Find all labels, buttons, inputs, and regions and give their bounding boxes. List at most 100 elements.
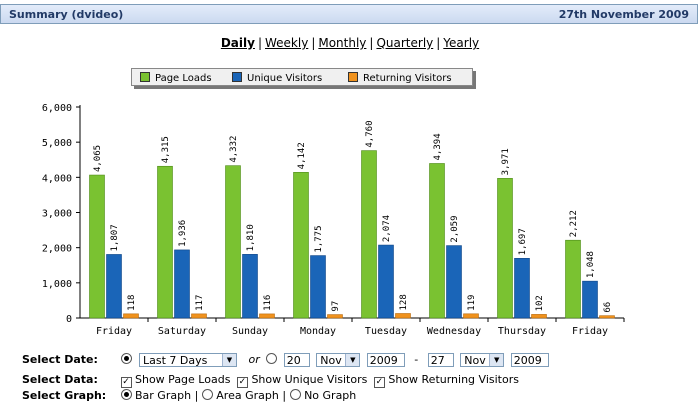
- range-radio[interactable]: [120, 353, 132, 364]
- data-label: 119: [467, 295, 477, 311]
- x-tick-label: Sunday: [232, 326, 268, 337]
- legend-item-returning-visitors: Returning Visitors: [348, 72, 452, 84]
- page-loads-checkbox[interactable]: ✓: [120, 377, 132, 388]
- data-label: 4,332: [229, 136, 239, 163]
- no-graph-radio[interactable]: [289, 389, 301, 400]
- bar: [157, 165, 173, 319]
- data-label: 4,760: [365, 121, 375, 148]
- period-link-daily[interactable]: Daily: [220, 36, 255, 50]
- select-graph-label: Select Graph:: [22, 389, 107, 402]
- chevron-down-icon: ▼: [345, 354, 360, 366]
- data-label: 66: [603, 302, 613, 313]
- y-tick-label: 3,000: [42, 209, 72, 220]
- period-link-monthly[interactable]: Monthly: [318, 36, 367, 50]
- x-tick-label: Monday: [300, 326, 336, 337]
- legend-swatch-unique-visitors: [232, 72, 242, 82]
- data-label: 4,394: [433, 133, 443, 160]
- unique-visitors-checkbox-label: Show Unique Visitors: [251, 373, 368, 386]
- data-label: 128: [399, 294, 409, 310]
- data-label: 4,142: [297, 142, 307, 169]
- or-text: or: [248, 353, 260, 366]
- range-select-value: Last 7 Days: [143, 354, 208, 367]
- data-label: 4,065: [93, 145, 103, 172]
- custom-range-radio[interactable]: [266, 353, 278, 364]
- select-graph-row: Select Graph: Bar Graph | Area Graph | N…: [22, 389, 356, 405]
- to-month-select[interactable]: Nov ▼: [460, 353, 505, 367]
- period-nav: Daily | Weekly | Monthly | Quarterly | Yearly: [0, 36, 700, 50]
- select-date-row: Select Date: Last 7 Days ▼ or 20 Nov ▼ 200…: [22, 353, 549, 369]
- from-month-select[interactable]: Nov ▼: [316, 353, 361, 367]
- data-label: 102: [535, 295, 545, 311]
- date-dash: -: [414, 353, 419, 366]
- bar: [191, 313, 207, 319]
- data-label: 117: [195, 295, 205, 311]
- legend-item-unique-visitors: Unique Visitors: [232, 72, 322, 84]
- x-tick-label: Friday: [572, 326, 608, 337]
- data-label: 97: [331, 301, 341, 312]
- period-link-quarterly[interactable]: Quarterly: [376, 36, 434, 50]
- chevron-down-icon: ▼: [489, 354, 504, 366]
- page-title: Summary (dvideo): [9, 8, 124, 21]
- legend-swatch-returning-visitors: [348, 72, 358, 82]
- select-date-label: Select Date:: [22, 353, 98, 366]
- data-label: 116: [263, 295, 273, 311]
- data-label: 2,074: [382, 215, 392, 242]
- legend-swatch-page-loads: [140, 72, 150, 82]
- y-tick-label: 6,000: [42, 103, 72, 114]
- period-separator: |: [369, 36, 374, 50]
- bar: [514, 258, 530, 319]
- bar: [174, 249, 190, 319]
- bar-graph-radio[interactable]: [120, 389, 132, 400]
- x-tick-label: Saturday: [158, 326, 206, 337]
- bar: [106, 254, 122, 319]
- y-tick-label: 0: [66, 314, 72, 325]
- no-graph-label: No Graph: [304, 389, 357, 402]
- returning-visitors-checkbox-label: Show Returning Visitors: [388, 373, 519, 386]
- bar: [310, 255, 326, 319]
- bar: [497, 178, 513, 319]
- data-label: 1,807: [110, 224, 120, 251]
- data-label: 1,048: [586, 251, 596, 278]
- data-label: 1,936: [178, 220, 188, 247]
- bar-graph-label: Bar Graph: [135, 389, 192, 402]
- bar: [429, 163, 445, 319]
- y-tick-label: 5,000: [42, 138, 72, 149]
- graph-separator: |: [194, 389, 199, 402]
- unique-visitors-checkbox[interactable]: ✓: [236, 377, 248, 388]
- y-tick-label: 1,000: [42, 279, 72, 290]
- area-graph-label: Area Graph: [216, 389, 279, 402]
- bar: [89, 174, 105, 319]
- x-tick-label: Thursday: [498, 326, 546, 337]
- x-tick-label: Friday: [96, 326, 132, 337]
- y-tick-label: 4,000: [42, 173, 72, 184]
- from-day-input[interactable]: 20: [283, 353, 310, 367]
- data-label: 2,059: [450, 215, 460, 242]
- select-data-label: Select Data:: [22, 373, 98, 386]
- area-graph-radio[interactable]: [201, 389, 213, 400]
- period-link-yearly[interactable]: Yearly: [443, 36, 480, 50]
- legend-label-unique-visitors: Unique Visitors: [247, 73, 323, 84]
- legend-label-returning-visitors: Returning Visitors: [363, 73, 452, 84]
- bar: [361, 150, 377, 319]
- data-label: 2,212: [569, 210, 579, 237]
- data-label: 4,315: [161, 136, 171, 163]
- title-bar: Summary (dvideo) 27th November 2009: [0, 4, 698, 24]
- from-month-value: Nov: [320, 354, 342, 367]
- bar: [463, 313, 479, 319]
- chart-legend: Page Loads Unique Visitors Returning Vis…: [131, 68, 473, 86]
- data-label: 3,971: [501, 148, 511, 175]
- bar: [293, 172, 309, 319]
- to-year-input[interactable]: 2009: [510, 353, 549, 367]
- data-label: 1,697: [518, 228, 528, 255]
- graph-separator: |: [282, 389, 287, 402]
- data-label: 1,810: [246, 224, 256, 251]
- to-day-input[interactable]: 27: [427, 353, 454, 367]
- page-loads-checkbox-label: Show Page Loads: [135, 373, 231, 386]
- bar: [242, 254, 258, 319]
- range-select[interactable]: Last 7 Days ▼: [139, 353, 237, 367]
- period-link-weekly[interactable]: Weekly: [265, 36, 309, 50]
- legend-label-page-loads: Page Loads: [155, 73, 212, 84]
- returning-visitors-checkbox[interactable]: ✓: [373, 377, 385, 388]
- header-date: 27th November 2009: [558, 8, 689, 21]
- from-year-input[interactable]: 2009: [366, 353, 405, 367]
